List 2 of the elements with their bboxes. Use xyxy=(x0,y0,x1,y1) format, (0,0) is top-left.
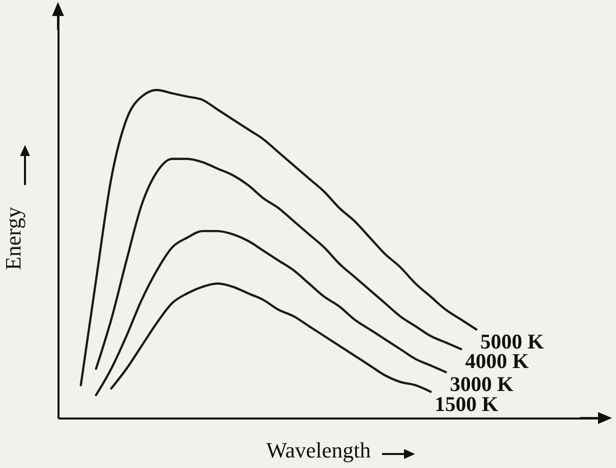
y-axis-title: Energy xyxy=(0,206,26,270)
x-axis-title: Wavelength xyxy=(266,438,371,462)
